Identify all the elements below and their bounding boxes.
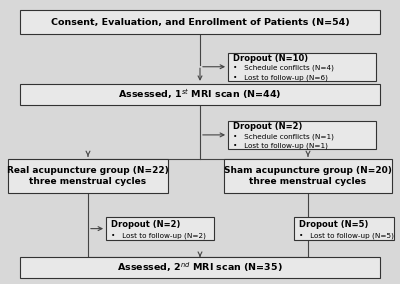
Text: Assessed, 1$^{st}$ MRI scan (N=44): Assessed, 1$^{st}$ MRI scan (N=44) [118,87,282,101]
Text: Dropout (N=2): Dropout (N=2) [111,220,180,229]
Text: •   Schedule conflicts (N=1): • Schedule conflicts (N=1) [233,133,334,139]
Text: Assessed, 2$^{nd}$ MRI scan (N=35): Assessed, 2$^{nd}$ MRI scan (N=35) [117,261,283,274]
FancyBboxPatch shape [228,121,376,149]
Text: Dropout (N=10): Dropout (N=10) [233,54,308,63]
FancyBboxPatch shape [20,257,380,278]
Text: Sham acupuncture group (N=20)
three menstrual cycles: Sham acupuncture group (N=20) three mens… [224,166,392,186]
Text: Dropout (N=2): Dropout (N=2) [233,122,302,131]
FancyBboxPatch shape [20,84,380,105]
FancyBboxPatch shape [294,217,394,240]
Text: •   Lost to follow-up (N=1): • Lost to follow-up (N=1) [233,143,328,149]
Text: •   Lost to follow-up (N=6): • Lost to follow-up (N=6) [233,74,328,81]
Text: Consent, Evaluation, and Enrollment of Patients (N=54): Consent, Evaluation, and Enrollment of P… [51,18,349,26]
Text: •   Lost to follow-up (N=2): • Lost to follow-up (N=2) [111,233,206,239]
Text: •   Lost to follow-up (N=5): • Lost to follow-up (N=5) [299,233,394,239]
FancyBboxPatch shape [224,159,392,193]
FancyBboxPatch shape [20,10,380,34]
Text: Real acupuncture group (N=22)
three menstrual cycles: Real acupuncture group (N=22) three mens… [7,166,169,186]
FancyBboxPatch shape [106,217,214,240]
FancyBboxPatch shape [8,159,168,193]
FancyBboxPatch shape [228,53,376,81]
Text: •   Schedule conflicts (N=4): • Schedule conflicts (N=4) [233,65,334,71]
Text: Dropout (N=5): Dropout (N=5) [299,220,368,229]
